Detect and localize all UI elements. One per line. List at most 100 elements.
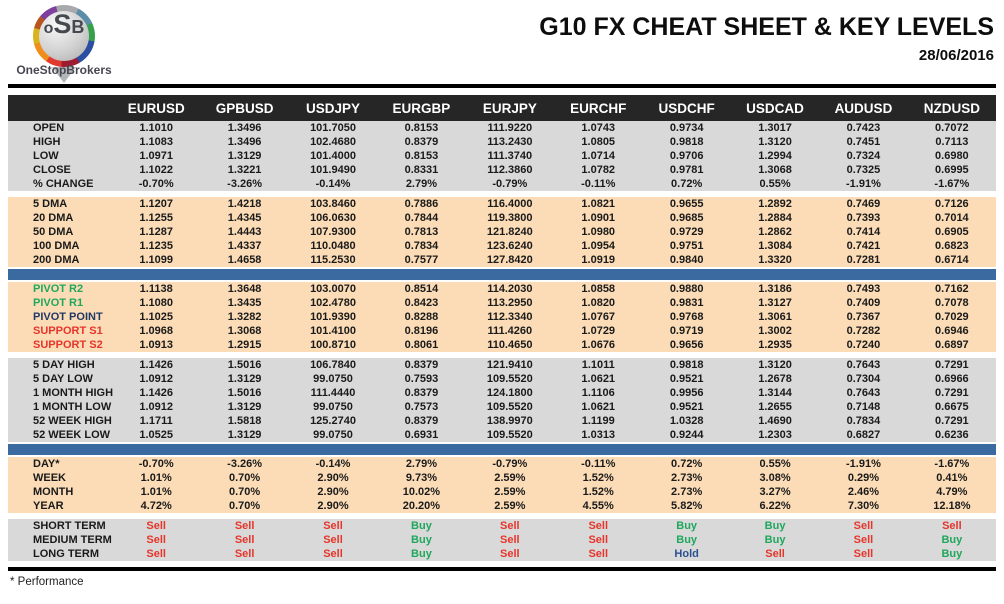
table-cell: 0.7643 [846, 387, 881, 399]
table-section-performance: DAY* -0.70% -3.26% -0.14% 2.79% -0.79% -0.11% 0… [8, 457, 996, 513]
table-cell: 1.1138 [139, 283, 173, 295]
table-row: 1 MONTH LOW 1.0912 1.3129 99.0750 0.7573 109.… [8, 400, 996, 414]
column-header: EURUSD [127, 100, 185, 116]
row-label: MEDIUM TERM [33, 534, 112, 546]
table-cell: 101.4100 [310, 325, 356, 337]
table-cell: 1.3120 [758, 136, 792, 148]
table-cell: 0.9768 [669, 311, 704, 323]
table-section-ranges: 5 DAY HIGH 1.1426 1.5016 106.7840 0.8379 121.… [8, 358, 996, 442]
table-cell: 0.70% [229, 486, 261, 498]
table-cell: 0.8423 [404, 297, 439, 309]
table-cell: 4.55% [582, 500, 614, 512]
table-cell: 109.5520 [486, 429, 533, 441]
table-cell: 2.73% [671, 472, 703, 484]
table-row: 52 WEEK HIGH 1.1711 1.5818 125.2740 0.8379 13… [8, 414, 996, 428]
table-cell: 2.79% [405, 458, 438, 470]
row-label: 5 DAY LOW [33, 373, 93, 385]
row-label: MONTH [33, 486, 74, 498]
signal-cell: Sell [146, 548, 166, 560]
column-header: USDCAD [746, 100, 804, 116]
signal-cell: Buy [411, 548, 432, 560]
table-cell: 109.5520 [486, 401, 533, 413]
table-cell: 0.6966 [935, 373, 969, 385]
table-cell: 1.3002 [758, 325, 792, 337]
table-cell: 0.7304 [846, 373, 881, 385]
signal-cell: Sell [942, 520, 962, 532]
column-header: NZDUSD [923, 100, 980, 116]
table-cell: 0.72% [671, 458, 703, 470]
row-label: 1 MONTH HIGH [33, 387, 114, 399]
table-cell: -1.67% [934, 178, 970, 190]
table-cell: 1.3068 [758, 164, 792, 176]
column-header: EURCHF [570, 100, 627, 116]
signal-cell: Sell [146, 520, 166, 532]
table-cell: 0.6823 [935, 240, 969, 252]
table-cell: 0.6675 [935, 401, 969, 413]
table-row: % CHANGE -0.70% -3.26% -0.14% 2.79% -0.79% -0.… [8, 177, 996, 191]
table-cell: 101.4000 [310, 150, 356, 162]
table-cell: 99.0750 [313, 373, 353, 385]
table-row: CLOSE 1.1022 1.3221 101.9490 0.8331 112.3860 1… [8, 163, 996, 177]
table-row: WEEK 1.01% 0.70% 2.90% 9.73% 2.59% 1.52% 2.73% 3… [8, 471, 996, 485]
table-body: OPEN 1.1010 1.3496 101.7050 0.8153 111.9220 1.… [8, 121, 996, 561]
row-label: 50 DMA [33, 226, 74, 238]
table-cell: 1.0805 [581, 136, 616, 148]
table-row: 50 DMA 1.1287 1.4443 107.9300 0.7813 121.8240… [8, 225, 996, 239]
table-cell: 0.6897 [935, 339, 969, 351]
table-row: PIVOT R1 1.1080 1.3435 102.4780 0.8423 113.29… [8, 296, 996, 310]
table-cell: 1.4658 [227, 254, 262, 266]
table-cell: 0.6905 [935, 226, 969, 238]
table-cell: 0.55% [759, 178, 791, 190]
signal-cell: Sell [234, 520, 255, 532]
table-cell: -3.26% [227, 458, 263, 470]
row-label: 20 DMA [33, 212, 74, 224]
table-cell: 0.7643 [846, 359, 881, 371]
column-header: AUDUSD [834, 100, 893, 116]
table-cell: 0.9706 [669, 150, 704, 162]
table-cell: 0.7573 [404, 401, 439, 413]
table-cell: 1.0767 [581, 311, 616, 323]
signal-cell: Sell [588, 520, 609, 532]
title-block: G10 FX CHEAT SHEET & KEY LEVELS 28/06/20… [539, 5, 994, 63]
table-cell: 2.59% [494, 486, 526, 498]
brand-caption: OneStopBrokers [16, 63, 112, 77]
table-row: 5 DAY HIGH 1.1426 1.5016 106.7840 0.8379 121.… [8, 358, 996, 372]
table-cell: 99.0750 [313, 429, 353, 441]
table-cell: 9.73% [405, 472, 438, 484]
table-cell: 1.0919 [581, 254, 616, 266]
row-label: DAY* [33, 458, 60, 470]
table-cell: 1.3120 [758, 359, 792, 371]
table-cell: 0.9656 [669, 339, 704, 351]
table-cell: -1.67% [934, 458, 970, 470]
table-cell: 1.1083 [139, 136, 174, 148]
signal-cell: Sell [500, 548, 520, 560]
table-row: 20 DMA 1.1255 1.4345 106.0630 0.7844 119.3800… [8, 211, 996, 225]
table-cell: 0.8288 [404, 311, 439, 323]
signal-cell: Sell [323, 534, 343, 546]
table-cell: 1.3144 [758, 387, 792, 399]
table-row: YEAR 4.72% 0.70% 2.90% 20.20% 2.59% 4.55% 5.82%… [8, 499, 996, 513]
table-cell: 2.59% [494, 500, 526, 512]
table-cell: 1.3129 [227, 373, 262, 385]
table-cell: -1.91% [846, 458, 881, 470]
table-section-signals: SHORT TERM Sell Sell Sell Buy Sell Sell Buy Buy S… [8, 519, 996, 561]
table-cell: 1.5016 [227, 387, 262, 399]
table-cell: 103.0070 [310, 283, 356, 295]
table-cell: 111.4440 [310, 387, 356, 399]
signal-cell: Buy [941, 534, 963, 546]
table-cell: 5.82% [671, 500, 703, 512]
row-label: 5 DMA [33, 198, 68, 210]
table-cell: 0.8514 [404, 283, 439, 295]
table-cell: 1.0729 [581, 325, 616, 337]
row-label: SUPPORT S1 [33, 325, 103, 337]
column-header: EURJPY [482, 100, 537, 116]
signal-cell: Sell [853, 548, 874, 560]
table-cell: 0.7834 [846, 415, 881, 427]
table-cell: 1.0313 [581, 429, 616, 441]
table-cell: -0.14% [315, 178, 351, 190]
table-cell: 0.8331 [404, 164, 439, 176]
